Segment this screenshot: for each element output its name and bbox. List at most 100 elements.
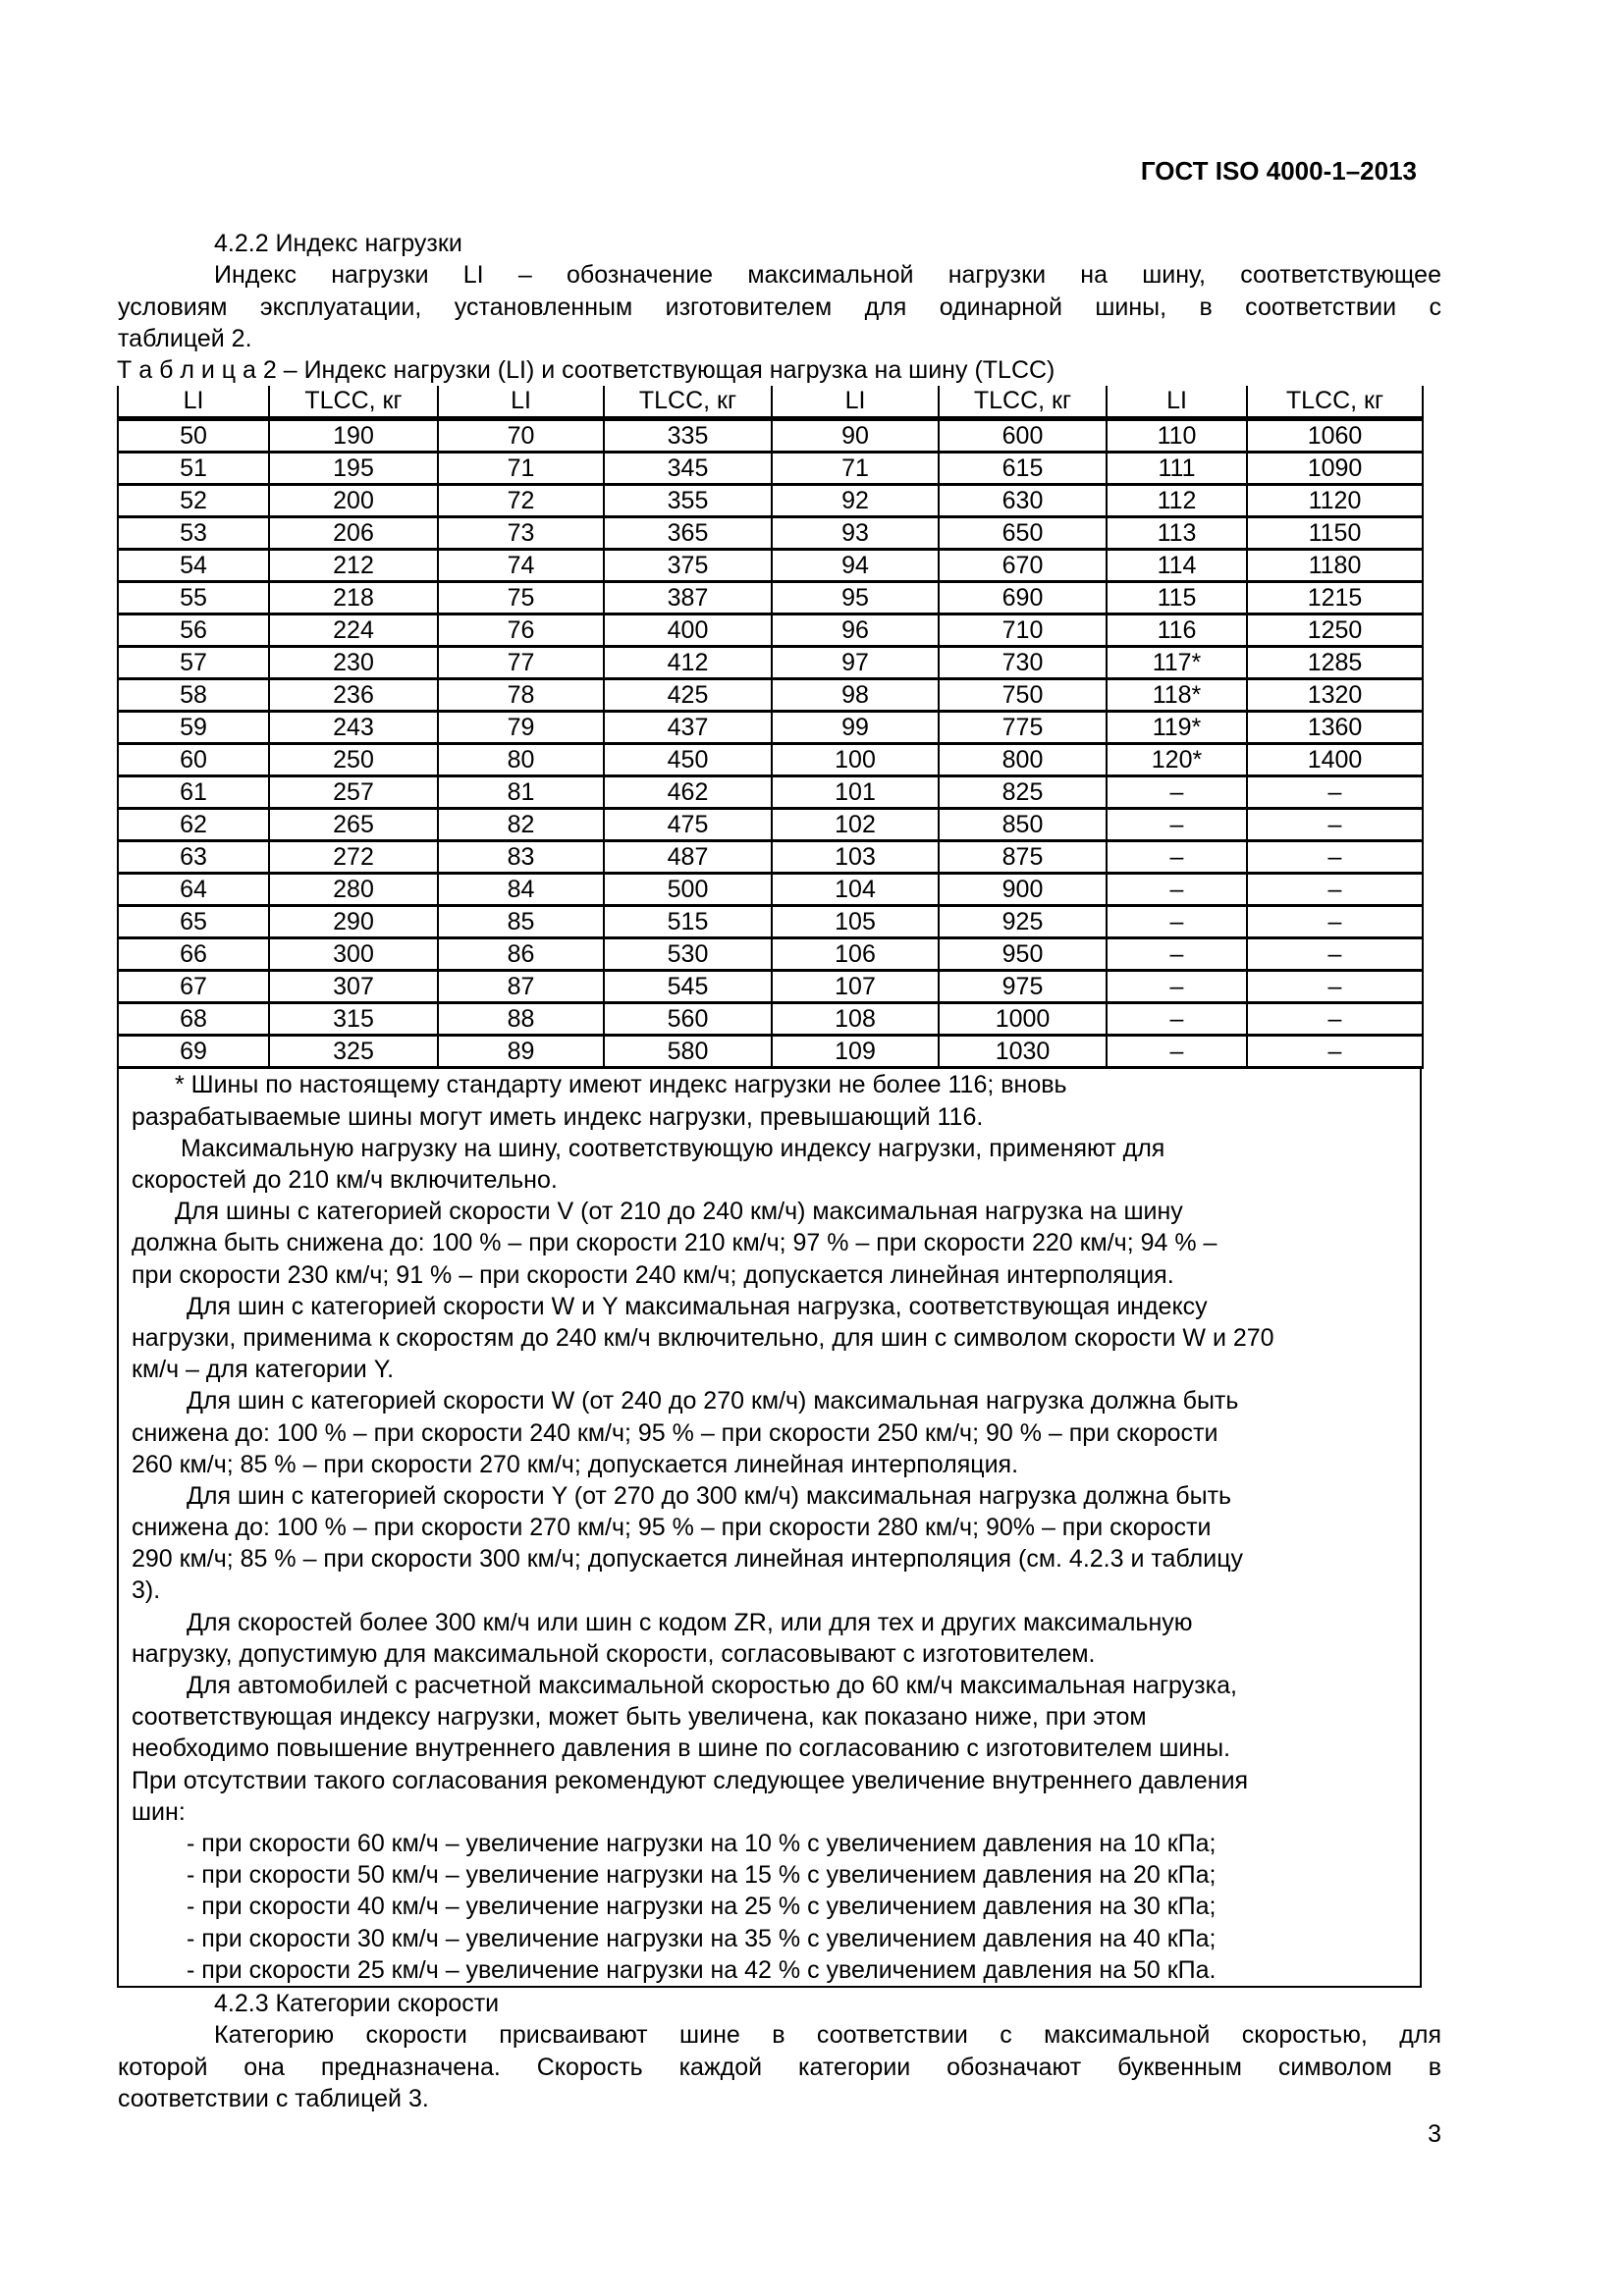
cell-tlcc: 450 [603,743,773,778]
cell-li: 95 [771,581,940,616]
cell-li: 66 [117,937,270,973]
cell-li: 102 [771,808,940,843]
cell-li: 87 [437,970,605,1005]
cell-tlcc: 272 [268,840,439,876]
table-row: 66 300 86 530 106 950– – [117,937,1424,973]
cell-tlcc: 365 [603,516,773,552]
cell-tlcc: 600 [938,418,1108,454]
cell-tlcc: 462 [603,775,773,811]
cell-li: 63 [117,840,270,876]
cell-li: – [1106,840,1248,876]
cell-li: 78 [437,678,605,714]
cell-tlcc: 775 [938,711,1108,746]
cell-tlcc: 345 [603,452,773,487]
cell-li: 67 [117,970,270,1005]
cell-li: – [1106,808,1248,843]
cell-li: 115 [1106,581,1248,616]
cell-tlcc: 212 [268,549,439,584]
cell-li: 103 [771,840,940,876]
note-line: км/ч – для категории Y. [132,1356,395,1384]
table-row: 58 236 78 425 98 750 118* 1320 [117,678,1424,714]
cell-li: 62 [117,808,270,843]
cell-tlcc: – [1246,1002,1424,1038]
load-index-table: LI TLCC, кг LI TLCC, кг LI TLCC, кг LI TLCC, кг… [117,386,1424,1070]
page-number: 3 [1428,2120,1441,2149]
cell-tlcc: 800 [938,743,1108,778]
cell-li: 85 [437,905,605,940]
cell-li: 92 [771,484,940,519]
cell-tlcc: 257 [268,775,439,811]
note-line: Для автомобилей с расчетной максимальной… [187,1672,1237,1700]
cell-tlcc: 206 [268,516,439,552]
table-header-row: LI TLCC, кг LI TLCC, кг LI TLCC, кг LI TLCC, кг [117,386,1424,422]
cell-tlcc: – [1246,775,1424,811]
cell-li: 73 [437,516,605,552]
table-row: 54 212 74 375 94 670 114 1180 [117,549,1424,584]
cell-li: 79 [437,711,605,746]
cell-tlcc: 580 [603,1035,773,1070]
note-line: нагрузку, допустимую для максимальной ск… [132,1639,1096,1668]
cell-tlcc: 1030 [938,1035,1108,1070]
cell-tlcc: 355 [603,484,773,519]
note-line: Для скоростей более 300 км/ч или шин с к… [187,1608,1193,1636]
note-line: 260 км/ч; 85 % – при скорости 270 км/ч; … [132,1450,1019,1478]
note-line: - при скорости 30 км/ч – увеличение нагр… [187,1924,1217,1952]
cell-tlcc: 750 [938,678,1108,714]
cell-tlcc: 290 [268,905,439,940]
cell-li: 72 [437,484,605,519]
cell-li: 82 [437,808,605,843]
cell-li: 114 [1106,549,1248,584]
section-4-2-3-title: 4.2.3 Категории скорости [214,1989,500,2017]
cell-li: 118* [1106,678,1248,714]
note-line: необходимо повышение внутреннего давлени… [132,1735,1231,1763]
cell-tlcc: 250 [268,743,439,778]
cell-tlcc: 1285 [1246,646,1424,681]
cell-tlcc: 200 [268,484,439,519]
cell-tlcc: 265 [268,808,439,843]
document-code-header: ГОСТ ISO 4000-1–2013 [1140,156,1417,186]
cell-li: 108 [771,1002,940,1038]
cell-tlcc: 1120 [1246,484,1424,519]
cell-li: 106 [771,937,940,973]
cell-tlcc: 315 [268,1002,439,1038]
cell-tlcc: – [1246,937,1424,973]
table-row: 68 315 88 560 108 1000– – [117,1002,1424,1038]
cell-tlcc: – [1246,808,1424,843]
column-header-li: LI [771,386,940,422]
note-line: Для шины с категорией скорости V (от 210… [175,1198,1183,1226]
cell-tlcc: 437 [603,711,773,746]
cell-li: 77 [437,646,605,681]
cell-tlcc: 975 [938,970,1108,1005]
note-line: Для шин с категорией скорости W и Y макс… [187,1292,1208,1320]
cell-tlcc: 1180 [1246,549,1424,584]
cell-tlcc: 307 [268,970,439,1005]
cell-li: 86 [437,937,605,973]
cell-li: 54 [117,549,270,584]
table-row: 52 200 72 355 92 630 112 1120 [117,484,1424,519]
table-row: 67 307 87 545 107 975– – [117,970,1424,1005]
cell-li: 98 [771,678,940,714]
table-row: 64 280 84 500 104 900– – [117,873,1424,908]
table-row: 55 218 75 387 95 690 115 1215 [117,581,1424,616]
note-line: нагрузки, применима к скоростям до 240 к… [132,1323,1274,1352]
table-row: 51 195 71 345 71 615 111 1090 [117,452,1424,487]
cell-tlcc: 400 [603,614,773,649]
cell-tlcc: 1360 [1246,711,1424,746]
cell-tlcc: 243 [268,711,439,746]
cell-tlcc: – [1246,873,1424,908]
table-row: 53 206 73 365 93 650 113 1150 [117,516,1424,552]
cell-li: 59 [117,711,270,746]
column-header-tlcc: TLCC, кг [1246,386,1424,422]
note-line: 3). [132,1576,161,1605]
column-header-tlcc: TLCC, кг [268,386,439,422]
cell-li: 50 [117,418,270,454]
cell-tlcc: 670 [938,549,1108,584]
cell-tlcc: 218 [268,581,439,616]
table-row: 59 243 79 437 99 775 119* 1360 [117,711,1424,746]
paragraph-line: Индекс нагрузки LI – обозначение максима… [214,261,1441,290]
note-line: снижена до: 100 % – при скорости 240 км/… [132,1418,1218,1447]
cell-li: 52 [117,484,270,519]
note-line: - при скорости 25 км/ч – увеличение нагр… [187,1955,1217,1984]
paragraph-line: условиям эксплуатации, установленным изг… [118,293,1441,321]
cell-li: 75 [437,581,605,616]
